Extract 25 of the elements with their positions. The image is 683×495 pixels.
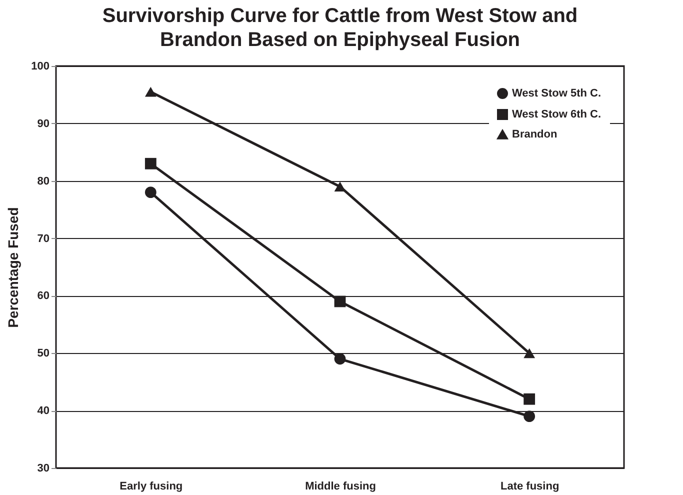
y-tick-label: 70 (37, 232, 50, 245)
chart-title: Survivorship Curve for Cattle from West Stow and Brandon Based on Epiphyseal Fusion (102, 5, 578, 51)
point (334, 296, 346, 308)
y-tick-label: 50 (37, 348, 50, 360)
point (334, 182, 346, 192)
x-tick-label: Middle fusing (305, 480, 376, 492)
y-tick-label: 100 (31, 60, 50, 72)
point (524, 393, 536, 405)
point (524, 410, 536, 422)
legend-label: West Stow 5th C. (512, 88, 602, 100)
point (144, 86, 156, 97)
point (524, 348, 536, 358)
y-tick-label: 30 (37, 462, 50, 474)
y-tick-label: 60 (37, 290, 50, 302)
legend-label: West Stow 6th C. (512, 108, 602, 120)
x-tick-label: Early fusing (120, 480, 183, 492)
point (144, 158, 156, 170)
x-tick-label: Late fusing (500, 480, 560, 492)
legend-label: Brandon (512, 128, 558, 140)
y-axis-title: Percentage Fused (5, 207, 22, 328)
point (144, 186, 156, 198)
y-tick-label: 90 (37, 118, 50, 130)
y-tick-label: 40 (37, 405, 50, 418)
y-tick-label: 80 (37, 175, 50, 188)
point (334, 353, 346, 365)
